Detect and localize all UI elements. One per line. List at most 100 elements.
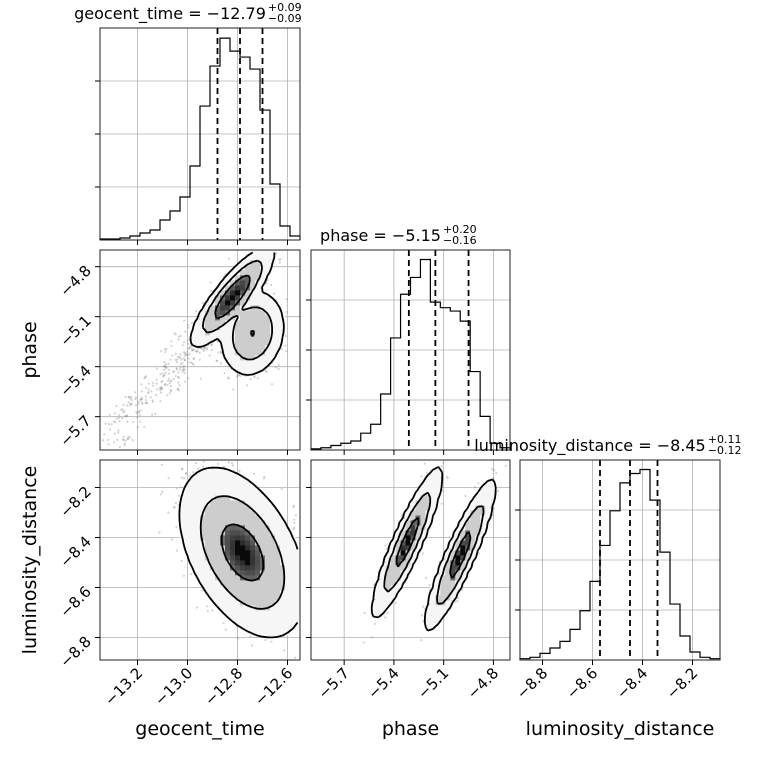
sample-point bbox=[278, 258, 281, 261]
sample-point bbox=[113, 412, 116, 415]
density-cell bbox=[245, 585, 251, 591]
sample-point bbox=[216, 462, 220, 465]
density-cell bbox=[225, 335, 231, 341]
density-cell bbox=[205, 490, 211, 496]
density-cell bbox=[285, 605, 291, 611]
density-cell bbox=[265, 305, 271, 311]
density-cell bbox=[200, 565, 206, 571]
sample-point bbox=[285, 311, 288, 314]
density-cell bbox=[260, 535, 266, 541]
density-cell bbox=[230, 345, 236, 351]
density-cell bbox=[215, 295, 221, 301]
density-cell bbox=[260, 275, 266, 281]
sample-point bbox=[145, 395, 148, 398]
density-cell bbox=[245, 350, 251, 356]
sample-point bbox=[249, 635, 252, 638]
density-cell bbox=[225, 315, 231, 321]
density-cell bbox=[185, 540, 191, 546]
density-cell bbox=[215, 490, 221, 496]
sample-point bbox=[177, 338, 180, 341]
sample-point bbox=[181, 468, 184, 471]
sample-point bbox=[164, 366, 167, 369]
density-cell bbox=[255, 495, 261, 501]
density-cell bbox=[260, 360, 266, 366]
sample-point bbox=[138, 414, 141, 417]
density-cell bbox=[245, 510, 251, 516]
sample-point bbox=[167, 477, 170, 480]
density-cell bbox=[265, 255, 271, 261]
density-cell bbox=[240, 530, 246, 536]
sample-point bbox=[227, 461, 230, 464]
density-cell bbox=[265, 590, 271, 596]
density-cell bbox=[195, 540, 201, 546]
density-cell bbox=[235, 485, 241, 491]
sample-point bbox=[171, 538, 174, 541]
sample-point bbox=[270, 640, 273, 643]
density-cell bbox=[180, 510, 186, 516]
sample-point bbox=[222, 465, 225, 468]
density-cell bbox=[260, 625, 266, 631]
density-cell bbox=[210, 315, 216, 321]
density-cell bbox=[245, 550, 251, 556]
sample-point bbox=[201, 589, 204, 592]
sample-point bbox=[137, 400, 140, 403]
sample-point bbox=[293, 656, 297, 659]
density-cell bbox=[235, 265, 241, 271]
density-cell bbox=[265, 555, 271, 561]
density-cell bbox=[225, 605, 231, 611]
density-cell bbox=[250, 310, 256, 316]
density-cell bbox=[230, 295, 236, 301]
density-cell bbox=[265, 610, 271, 616]
density-cell bbox=[250, 520, 256, 526]
density-cell bbox=[260, 615, 266, 621]
density-cell bbox=[235, 555, 241, 561]
sample-point bbox=[181, 467, 184, 470]
sample-point bbox=[135, 396, 138, 399]
density-cell bbox=[230, 280, 236, 286]
density-cell bbox=[200, 340, 206, 346]
sample-point bbox=[187, 338, 190, 341]
density-cell bbox=[215, 475, 221, 481]
hist-frame-geocent_time bbox=[99, 27, 301, 241]
density-cell bbox=[205, 470, 211, 476]
density-cell bbox=[275, 605, 281, 611]
density-cell bbox=[220, 470, 226, 476]
sample-point bbox=[179, 334, 182, 337]
sample-point bbox=[280, 487, 283, 491]
hist-frame-luminosity_distance bbox=[519, 459, 721, 661]
sample-point bbox=[277, 367, 280, 370]
density-cell bbox=[185, 495, 191, 501]
sample-point bbox=[169, 380, 172, 383]
density-cell bbox=[190, 510, 196, 516]
density-cell bbox=[215, 300, 221, 306]
sample-point bbox=[504, 464, 507, 467]
sample-point bbox=[203, 347, 206, 350]
sample-point bbox=[141, 398, 144, 401]
density-cell bbox=[220, 510, 226, 516]
density-cell bbox=[200, 335, 206, 341]
sample-point bbox=[116, 438, 119, 441]
sample-point bbox=[209, 281, 212, 284]
density-cell bbox=[265, 575, 271, 581]
sample-point bbox=[196, 350, 199, 353]
density-cell bbox=[285, 610, 291, 616]
sample-point bbox=[440, 502, 443, 505]
density-cell bbox=[245, 315, 251, 321]
density-cell bbox=[225, 530, 231, 536]
sample-point bbox=[176, 355, 180, 358]
sample-point bbox=[473, 485, 477, 488]
density-cell bbox=[200, 570, 206, 576]
density-cell bbox=[225, 490, 231, 496]
density-cell bbox=[245, 325, 251, 331]
density-cell bbox=[275, 520, 281, 526]
density-cell bbox=[250, 325, 256, 331]
density-cell bbox=[235, 290, 241, 296]
density-cell bbox=[240, 325, 246, 331]
sample-point bbox=[195, 310, 198, 313]
sample-point bbox=[126, 420, 129, 423]
density-cell bbox=[265, 335, 271, 341]
sample-point bbox=[159, 400, 162, 403]
density-cell bbox=[275, 335, 281, 341]
density-cell bbox=[230, 605, 236, 611]
sample-point bbox=[134, 404, 138, 407]
